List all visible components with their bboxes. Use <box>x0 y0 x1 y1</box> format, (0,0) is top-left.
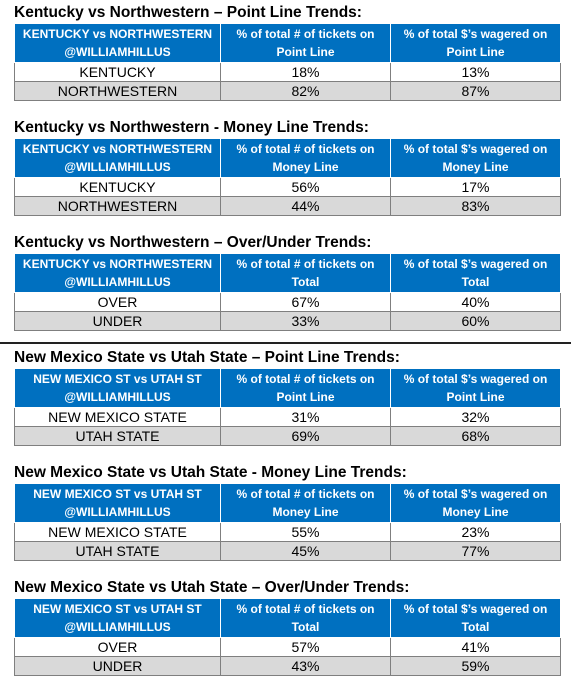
table-row: UNDER 43% 59% <box>14 656 561 676</box>
table-header-row: NEW MEXICO ST vs UTAH ST @WILLIAMHILLUS … <box>14 598 561 638</box>
section-title: New Mexico State vs Utah State – Over/Un… <box>14 579 410 596</box>
table-row: KENTUCKY 18% 13% <box>14 62 561 82</box>
wagered-header: % of total $’s wagered on Money Line <box>390 483 561 523</box>
table-row: NEW MEXICO STATE 55% 23% <box>14 522 561 542</box>
wagered-cell: 41% <box>390 637 561 657</box>
tickets-cell: 67% <box>220 292 391 312</box>
tickets-header: % of total # of tickets on Point Line <box>220 23 391 63</box>
section-divider <box>0 342 571 344</box>
tickets-cell: 44% <box>220 196 391 216</box>
tickets-cell: 55% <box>220 522 391 542</box>
wagered-cell: 23% <box>390 522 561 542</box>
wagered-cell: 17% <box>390 177 561 197</box>
trend-table: NEW MEXICO ST vs UTAH ST @WILLIAMHILLUS … <box>14 368 561 446</box>
table-row: UTAH STATE 69% 68% <box>14 426 561 446</box>
team-cell: NORTHWESTERN <box>14 81 221 101</box>
tickets-cell: 45% <box>220 541 391 561</box>
tickets-cell: 57% <box>220 637 391 657</box>
trend-section: Kentucky vs Northwestern – Over/Under Tr… <box>14 233 561 331</box>
section-title: Kentucky vs Northwestern – Point Line Tr… <box>14 4 362 21</box>
tickets-cell: 43% <box>220 656 391 676</box>
tickets-header: % of total # of tickets on Money Line <box>220 138 391 178</box>
table-row: UTAH STATE 45% 77% <box>14 541 561 561</box>
tickets-cell: 33% <box>220 311 391 331</box>
option-cell: OVER <box>14 292 221 312</box>
table-header-row: KENTUCKY vs NORTHWESTERN @WILLIAMHILLUS … <box>14 253 561 293</box>
table-header-row: KENTUCKY vs NORTHWESTERN @WILLIAMHILLUS … <box>14 23 561 63</box>
trend-table: KENTUCKY vs NORTHWESTERN @WILLIAMHILLUS … <box>14 253 561 331</box>
table-header-row: KENTUCKY vs NORTHWESTERN @WILLIAMHILLUS … <box>14 138 561 178</box>
team-cell: NEW MEXICO STATE <box>14 522 221 542</box>
table-header-row: NEW MEXICO ST vs UTAH ST @WILLIAMHILLUS … <box>14 483 561 523</box>
option-cell: UNDER <box>14 311 221 331</box>
trend-table: NEW MEXICO ST vs UTAH ST @WILLIAMHILLUS … <box>14 483 561 561</box>
wagered-header: % of total $’s wagered on Point Line <box>390 368 561 408</box>
table-header-row: NEW MEXICO ST vs UTAH ST @WILLIAMHILLUS … <box>14 368 561 408</box>
team-cell: KENTUCKY <box>14 177 221 197</box>
table-row: NORTHWESTERN 82% 87% <box>14 81 561 101</box>
matchup-header: KENTUCKY vs NORTHWESTERN @WILLIAMHILLUS <box>14 23 221 63</box>
table-row: NEW MEXICO STATE 31% 32% <box>14 407 561 427</box>
tickets-cell: 31% <box>220 407 391 427</box>
wagered-cell: 13% <box>390 62 561 82</box>
table-row: UNDER 33% 60% <box>14 311 561 331</box>
option-cell: OVER <box>14 637 221 657</box>
trend-section: Kentucky vs Northwestern – Point Line Tr… <box>14 3 561 101</box>
team-cell: NEW MEXICO STATE <box>14 407 221 427</box>
wagered-cell: 40% <box>390 292 561 312</box>
tickets-cell: 56% <box>220 177 391 197</box>
matchup-header: NEW MEXICO ST vs UTAH ST @WILLIAMHILLUS <box>14 483 221 523</box>
tickets-cell: 69% <box>220 426 391 446</box>
wagered-header: % of total $’s wagered on Total <box>390 598 561 638</box>
tickets-header: % of total # of tickets on Point Line <box>220 368 391 408</box>
wagered-header: % of total $’s wagered on Total <box>390 253 561 293</box>
matchup-header: KENTUCKY vs NORTHWESTERN @WILLIAMHILLUS <box>14 138 221 178</box>
trend-section: New Mexico State vs Utah State – Point L… <box>14 348 561 446</box>
team-cell: KENTUCKY <box>14 62 221 82</box>
trend-section: New Mexico State vs Utah State - Money L… <box>14 463 561 561</box>
trend-section: Kentucky vs Northwestern - Money Line Tr… <box>14 118 561 216</box>
section-title: Kentucky vs Northwestern – Over/Under Tr… <box>14 234 372 251</box>
section-title: New Mexico State vs Utah State – Point L… <box>14 349 400 366</box>
table-row: NORTHWESTERN 44% 83% <box>14 196 561 216</box>
team-cell: UTAH STATE <box>14 426 221 446</box>
wagered-cell: 87% <box>390 81 561 101</box>
option-cell: UNDER <box>14 656 221 676</box>
tickets-header: % of total # of tickets on Money Line <box>220 483 391 523</box>
table-row: KENTUCKY 56% 17% <box>14 177 561 197</box>
section-title: Kentucky vs Northwestern - Money Line Tr… <box>14 119 369 136</box>
table-row: OVER 57% 41% <box>14 637 561 657</box>
wagered-cell: 83% <box>390 196 561 216</box>
wagered-cell: 68% <box>390 426 561 446</box>
tickets-cell: 82% <box>220 81 391 101</box>
wagered-cell: 77% <box>390 541 561 561</box>
tickets-header: % of total # of tickets on Total <box>220 253 391 293</box>
tickets-cell: 18% <box>220 62 391 82</box>
wagered-cell: 60% <box>390 311 561 331</box>
team-cell: NORTHWESTERN <box>14 196 221 216</box>
trend-section: New Mexico State vs Utah State – Over/Un… <box>14 578 561 676</box>
trend-table: KENTUCKY vs NORTHWESTERN @WILLIAMHILLUS … <box>14 23 561 101</box>
wagered-cell: 32% <box>390 407 561 427</box>
wagered-header: % of total $’s wagered on Point Line <box>390 23 561 63</box>
table-row: OVER 67% 40% <box>14 292 561 312</box>
wagered-header: % of total $’s wagered on Money Line <box>390 138 561 178</box>
section-title: New Mexico State vs Utah State - Money L… <box>14 464 407 481</box>
matchup-header: NEW MEXICO ST vs UTAH ST @WILLIAMHILLUS <box>14 368 221 408</box>
wagered-cell: 59% <box>390 656 561 676</box>
trend-table: KENTUCKY vs NORTHWESTERN @WILLIAMHILLUS … <box>14 138 561 216</box>
team-cell: UTAH STATE <box>14 541 221 561</box>
tickets-header: % of total # of tickets on Total <box>220 598 391 638</box>
matchup-header: NEW MEXICO ST vs UTAH ST @WILLIAMHILLUS <box>14 598 221 638</box>
trend-table: NEW MEXICO ST vs UTAH ST @WILLIAMHILLUS … <box>14 598 561 676</box>
matchup-header: KENTUCKY vs NORTHWESTERN @WILLIAMHILLUS <box>14 253 221 293</box>
